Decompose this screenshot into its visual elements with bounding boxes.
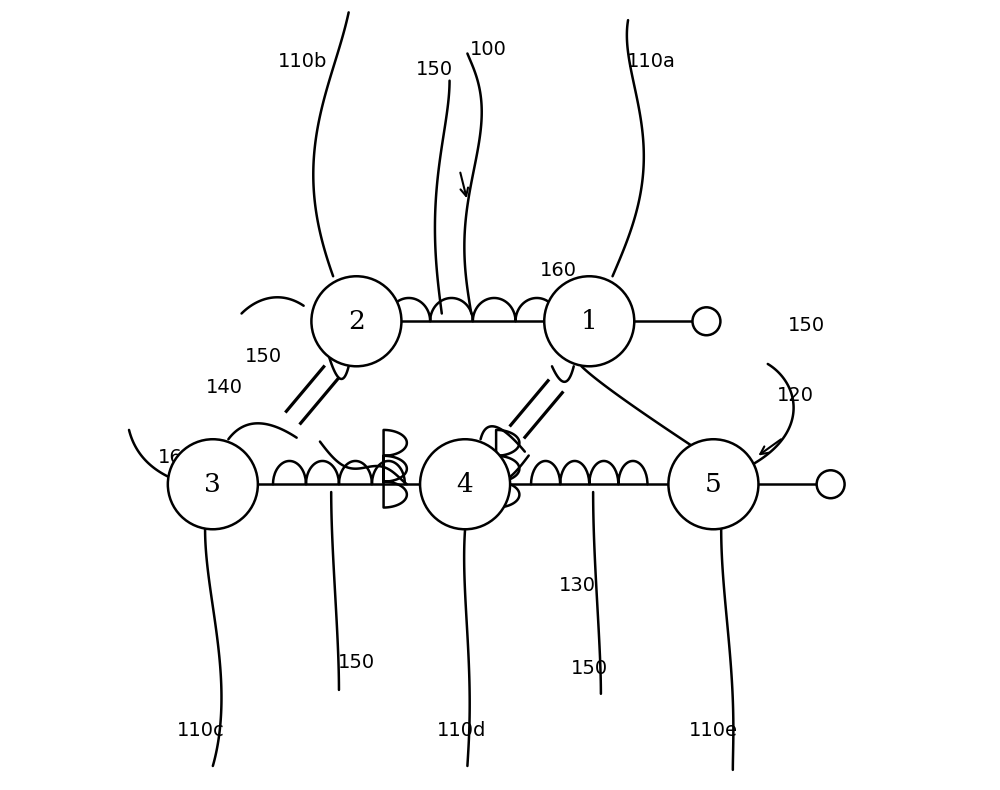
Circle shape (817, 470, 845, 498)
Text: 160: 160 (158, 448, 195, 467)
Text: 150: 150 (788, 316, 825, 335)
Circle shape (168, 439, 258, 529)
Text: 3: 3 (204, 472, 221, 497)
Text: 100: 100 (470, 40, 507, 59)
Text: 110e: 110e (689, 720, 738, 739)
Text: 5: 5 (705, 472, 722, 497)
Text: 130: 130 (559, 576, 596, 595)
Text: 110a: 110a (627, 52, 676, 71)
Text: 150: 150 (338, 653, 375, 672)
Text: 150: 150 (571, 659, 608, 678)
Circle shape (311, 276, 401, 367)
Circle shape (420, 439, 510, 529)
Circle shape (544, 276, 634, 367)
Circle shape (692, 307, 720, 335)
Text: 2: 2 (348, 309, 365, 333)
Text: 4: 4 (457, 472, 473, 497)
Text: 150: 150 (245, 347, 282, 366)
Text: 140: 140 (206, 378, 243, 397)
Text: 120: 120 (776, 386, 813, 404)
Text: 110d: 110d (437, 720, 486, 739)
Text: 160: 160 (540, 261, 577, 280)
Text: 150: 150 (415, 59, 453, 78)
Text: 110b: 110b (277, 52, 327, 71)
Text: 1: 1 (581, 309, 598, 333)
Circle shape (668, 439, 758, 529)
Text: 110c: 110c (177, 720, 225, 739)
